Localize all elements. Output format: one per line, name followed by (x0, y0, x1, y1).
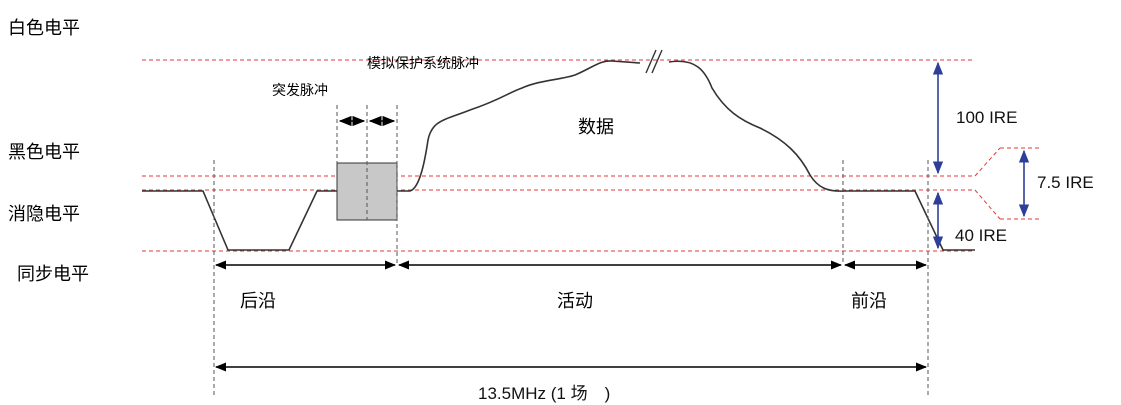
ire-7-5-label: 7.5 IRE (1037, 173, 1094, 192)
zoom-line-bottom (974, 189, 1001, 220)
signal-waveform (142, 60, 975, 251)
ire-arrows (932, 61, 1030, 250)
sync-level-label: 同步电平 (17, 264, 89, 285)
timing-guides (213, 105, 929, 398)
waveform-break-marks (645, 49, 663, 74)
reference-lines (142, 59, 1040, 252)
black-level-label: 黑色电平 (8, 142, 80, 163)
front-porch-label: 前沿 (851, 291, 887, 312)
blanking-level-label: 消隐电平 (8, 204, 80, 225)
white-level-label: 白色电平 (8, 18, 80, 39)
back-porch-label: 后沿 (240, 291, 276, 312)
active-label: 活动 (557, 291, 593, 312)
ire-100-label: 100 IRE (956, 108, 1017, 127)
zoom-line-top (974, 147, 1001, 177)
burst-label: 突发脉冲 (272, 83, 328, 99)
analog-protection-label: 模拟保护系统脉冲 (367, 56, 479, 72)
total-interval-label: 13.5MHz (1 场 ) (478, 384, 610, 403)
interval-arrows (214, 260, 928, 372)
ire-40-label: 40 IRE (955, 226, 1007, 245)
data-label: 数据 (578, 117, 614, 138)
